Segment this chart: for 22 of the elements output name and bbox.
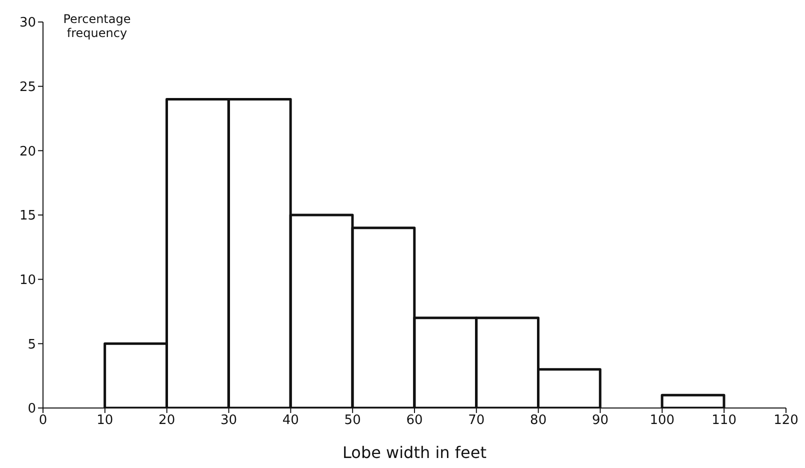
- y-tick-label: 30: [19, 16, 36, 31]
- y-tick-label: 15: [19, 208, 36, 224]
- x-tick-label: 120: [774, 413, 798, 428]
- x-tick-label: 0: [38, 413, 48, 428]
- x-tick-label: 90: [592, 413, 609, 428]
- x-tick-label: 20: [158, 413, 176, 428]
- x-tick-label: 10: [96, 413, 114, 428]
- x-tick-label: 60: [406, 413, 423, 428]
- x-tick-label: 100: [650, 413, 675, 428]
- y-tick-label: 10: [19, 272, 36, 288]
- y-tick-label: 20: [19, 144, 36, 160]
- y-tick-label: 5: [28, 337, 36, 352]
- x-tick-label: 110: [712, 413, 736, 428]
- x-tick-label: 70: [468, 413, 485, 428]
- y-tick-label: 0: [28, 402, 36, 417]
- x-axis-title: Lobe width in feet: [342, 443, 486, 462]
- y-tick-label: 25: [19, 80, 36, 95]
- x-tick-label: 40: [282, 413, 299, 428]
- x-tick-label: 30: [220, 413, 238, 428]
- x-tick-label: 50: [344, 413, 361, 428]
- y-axis-title: Percentage frequency: [63, 12, 131, 40]
- x-tick-label: 80: [530, 413, 547, 428]
